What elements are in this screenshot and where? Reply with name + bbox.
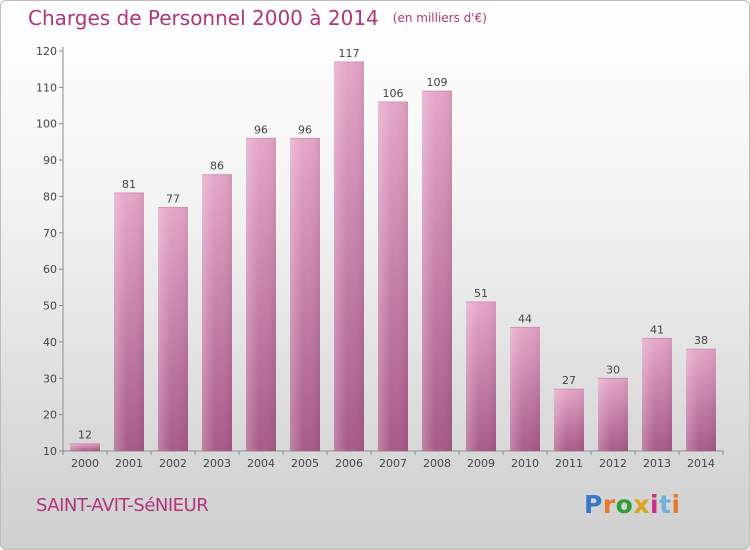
data-label: 41	[650, 323, 664, 336]
y-tick-label: 110	[36, 81, 57, 94]
chart-subtitle: (en milliers d'€)	[392, 11, 487, 25]
y-tick-label: 50	[43, 300, 57, 313]
bar-shine	[510, 327, 540, 451]
x-tick-label: 2006	[335, 457, 363, 470]
bar-shine	[422, 91, 452, 451]
label-group: 2000 12 2001 81 2002 77 2003 86 2004 96 2005 96 2006…	[71, 47, 715, 470]
y-tick-label: 60	[43, 263, 57, 276]
x-tick-label: 2004	[247, 457, 275, 470]
y-tick-label: 10	[43, 445, 57, 458]
bar-shine	[290, 138, 320, 452]
bar-shine	[246, 138, 276, 452]
data-label: 38	[694, 334, 708, 347]
data-label: 96	[254, 123, 268, 136]
logo-letter: o	[615, 490, 634, 519]
logo-letter: i	[650, 490, 660, 519]
x-tick-label: 2013	[643, 457, 671, 470]
x-tick-label: 2010	[511, 457, 539, 470]
data-label: 51	[474, 287, 488, 300]
data-label: 109	[427, 76, 448, 89]
data-label: 44	[518, 312, 532, 325]
x-tick-label: 2011	[555, 457, 583, 470]
x-tick-label: 2000	[71, 457, 99, 470]
y-tick-label: 120	[36, 45, 57, 58]
data-label: 96	[298, 123, 312, 136]
data-label: 117	[339, 47, 360, 60]
bar-shine	[70, 443, 100, 451]
data-label: 86	[210, 160, 224, 173]
logo-letter: P	[584, 490, 603, 519]
x-tick-label: 2002	[159, 457, 187, 470]
y-tick-label: 80	[43, 190, 57, 203]
logo-letter: x	[633, 490, 650, 519]
x-tick-label: 2007	[379, 457, 407, 470]
bar-shine	[202, 174, 232, 452]
data-label: 12	[78, 429, 92, 442]
x-tick-label: 2003	[203, 457, 231, 470]
data-label: 27	[562, 374, 576, 387]
bar-shine	[598, 378, 628, 451]
bar-group	[70, 61, 716, 452]
y-tick-label: 30	[43, 372, 57, 385]
x-tick-label: 2005	[291, 457, 319, 470]
x-tick-label: 2012	[599, 457, 627, 470]
bar-shine	[158, 207, 188, 451]
x-tick-label: 2001	[115, 457, 143, 470]
chart-axes: 10 20 30 40 50 60 70 80 90 100 110 120	[36, 45, 724, 458]
bar-shine	[378, 101, 408, 451]
bar-shine	[554, 389, 584, 451]
proxiti-logo: Proxiti	[584, 490, 681, 519]
x-tick-label: 2009	[467, 457, 495, 470]
bar-shine	[114, 192, 144, 451]
data-label: 30	[606, 363, 620, 376]
y-tick-label: 40	[43, 336, 57, 349]
data-label: 106	[383, 87, 404, 100]
y-tick-label: 90	[43, 154, 57, 167]
chart-title: Charges de Personnel 2000 à 2014	[28, 6, 379, 30]
commune-name: SAINT-AVIT-SéNIEUR	[36, 495, 209, 516]
data-label: 77	[166, 192, 180, 205]
y-tick-label: 70	[43, 227, 57, 240]
data-label: 81	[122, 178, 136, 191]
logo-letter: r	[602, 490, 616, 519]
x-tick-label: 2014	[687, 457, 715, 470]
logo-letter: i	[671, 490, 681, 519]
x-tick-label: 2008	[423, 457, 451, 470]
logo-letter: t	[659, 490, 672, 519]
title-row: Charges de Personnel 2000 à 2014 (en mill…	[28, 6, 487, 30]
bar-shine	[642, 338, 672, 451]
bar-shine	[466, 301, 496, 451]
y-tick-label: 100	[36, 118, 57, 131]
y-tick-label: 20	[43, 409, 57, 422]
bar-shine	[686, 349, 716, 451]
bar-shine	[334, 61, 364, 452]
